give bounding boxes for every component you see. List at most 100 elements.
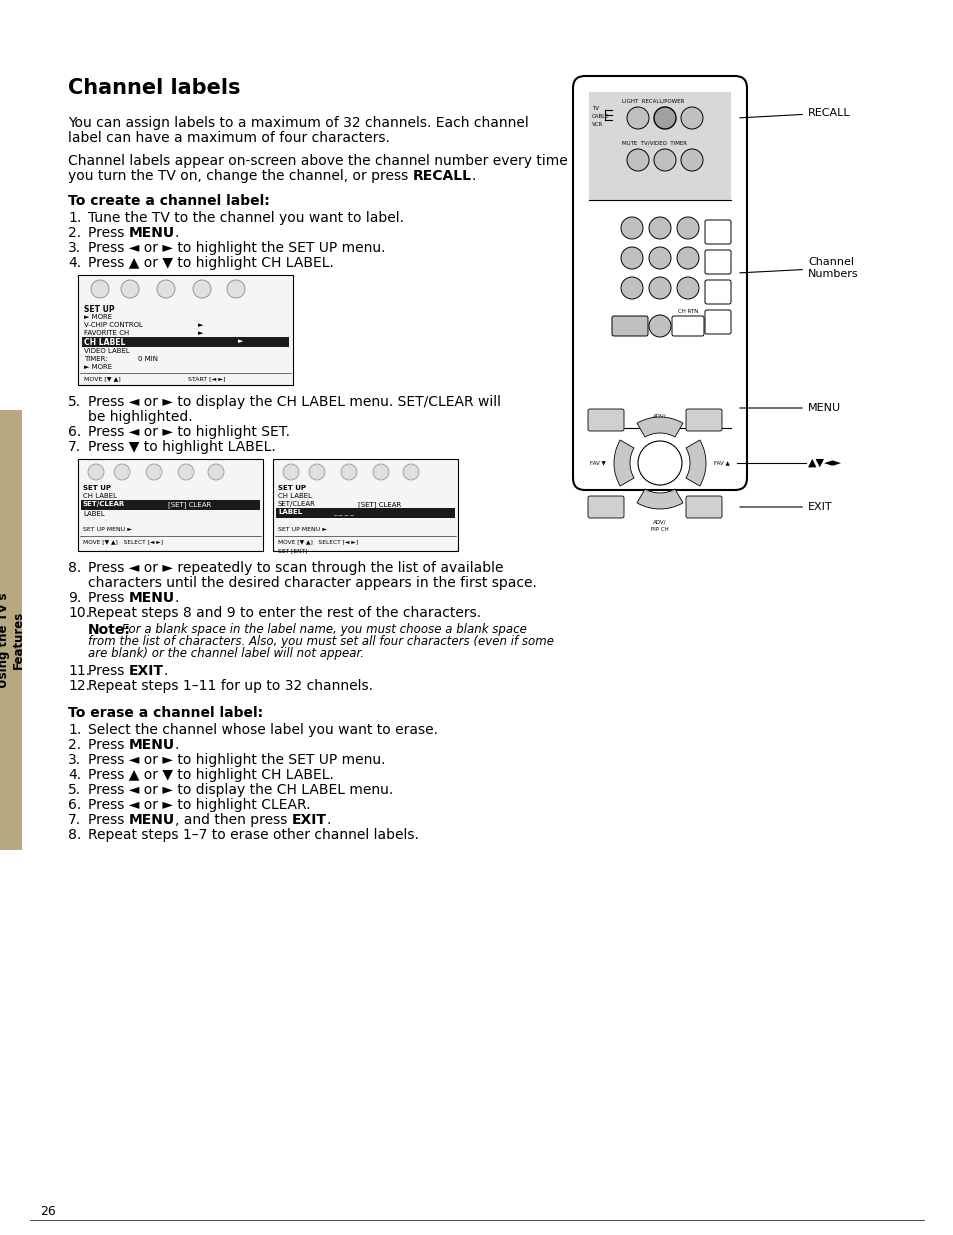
- Text: EXIT: EXIT: [739, 501, 832, 513]
- Text: To erase a channel label:: To erase a channel label:: [68, 706, 263, 720]
- FancyBboxPatch shape: [78, 275, 293, 385]
- Text: .: .: [174, 592, 179, 605]
- Text: 9: 9: [684, 283, 690, 293]
- Text: Press: Press: [88, 739, 129, 752]
- Circle shape: [648, 247, 670, 269]
- Text: 4.: 4.: [68, 768, 81, 782]
- Text: Tune the TV to the channel you want to label.: Tune the TV to the channel you want to l…: [88, 211, 403, 225]
- Circle shape: [113, 464, 130, 480]
- Circle shape: [620, 277, 642, 299]
- Text: For a blank space in the label name, you must choose a blank space: For a blank space in the label name, you…: [118, 622, 526, 636]
- Circle shape: [626, 149, 648, 170]
- Text: SET UP: SET UP: [277, 485, 306, 492]
- FancyBboxPatch shape: [588, 91, 730, 200]
- Text: MUTE  TV/VIDEO  TIMER: MUTE TV/VIDEO TIMER: [621, 140, 686, 144]
- Circle shape: [677, 247, 699, 269]
- Text: MENU: MENU: [129, 739, 174, 752]
- Text: ▲: ▲: [656, 496, 662, 505]
- Text: 7: 7: [628, 283, 635, 293]
- Text: ENT: ENT: [680, 324, 694, 329]
- Text: 1.: 1.: [68, 722, 81, 737]
- Text: Repeat steps 8 and 9 to enter the rest of the characters.: Repeat steps 8 and 9 to enter the rest o…: [88, 606, 480, 620]
- Text: LIGHT  RECALL/POWER: LIGHT RECALL/POWER: [621, 98, 683, 103]
- Text: To create a channel label:: To create a channel label:: [68, 194, 270, 207]
- Text: 4.: 4.: [68, 256, 81, 270]
- Wedge shape: [685, 440, 705, 487]
- Text: LABEL: LABEL: [83, 511, 105, 517]
- Text: SET [ENT]: SET [ENT]: [277, 548, 307, 553]
- Text: CH: CH: [713, 232, 721, 237]
- Text: CABLE: CABLE: [592, 114, 609, 119]
- Text: 0 MIN: 0 MIN: [138, 356, 158, 362]
- Text: ► MORE: ► MORE: [84, 314, 112, 320]
- Circle shape: [654, 149, 676, 170]
- FancyBboxPatch shape: [704, 310, 730, 333]
- Circle shape: [178, 464, 193, 480]
- Text: you turn the TV on, change the channel, or press: you turn the TV on, change the channel, …: [68, 169, 413, 183]
- Text: RESET: RESET: [597, 505, 614, 510]
- Circle shape: [340, 464, 356, 480]
- FancyBboxPatch shape: [685, 496, 721, 517]
- Text: PIP CH: PIP CH: [651, 420, 668, 426]
- Text: ►: ►: [198, 322, 203, 329]
- Text: 26: 26: [40, 1205, 55, 1218]
- Text: SET/CLEAR: SET/CLEAR: [277, 501, 315, 508]
- Text: MENU: MENU: [129, 226, 174, 240]
- Circle shape: [91, 280, 109, 298]
- FancyBboxPatch shape: [82, 337, 289, 347]
- Circle shape: [626, 107, 648, 128]
- Text: ▼: ▼: [656, 420, 662, 430]
- Text: 4: 4: [628, 253, 635, 263]
- Text: FAV ▲: FAV ▲: [714, 461, 729, 466]
- Text: MOVE [▼ ▲]   SELECT [◄ ►]: MOVE [▼ ▲] SELECT [◄ ►]: [277, 538, 357, 543]
- Text: .: .: [326, 813, 331, 827]
- Text: EXIT: EXIT: [292, 813, 326, 827]
- Text: 7.: 7.: [68, 440, 81, 454]
- Text: .: .: [164, 664, 168, 678]
- Text: PIP CH: PIP CH: [651, 527, 668, 532]
- Text: 2: 2: [657, 224, 662, 233]
- FancyBboxPatch shape: [275, 508, 455, 517]
- Text: VIDEO LABEL: VIDEO LABEL: [84, 348, 130, 354]
- Circle shape: [654, 107, 676, 128]
- Text: 3.: 3.: [68, 753, 81, 767]
- Circle shape: [677, 217, 699, 240]
- Text: 12.: 12.: [68, 679, 90, 693]
- Text: ▼: ▼: [714, 317, 721, 327]
- Text: CH LABEL: CH LABEL: [277, 493, 312, 499]
- Circle shape: [638, 441, 681, 485]
- Text: ►: ►: [694, 458, 700, 468]
- FancyBboxPatch shape: [273, 459, 457, 551]
- Text: 6.: 6.: [68, 798, 81, 811]
- Circle shape: [648, 217, 670, 240]
- Wedge shape: [614, 440, 634, 487]
- Text: Channel labels: Channel labels: [68, 78, 240, 98]
- Text: V-CHIP CONTROL: V-CHIP CONTROL: [84, 322, 143, 329]
- Text: Channel labels appear on-screen above the channel number every time: Channel labels appear on-screen above th…: [68, 154, 567, 168]
- Text: Press ◄ or ► to display the CH LABEL menu.: Press ◄ or ► to display the CH LABEL men…: [88, 783, 393, 797]
- Text: are blank) or the channel label will not appear.: are blank) or the channel label will not…: [88, 647, 364, 659]
- Text: Press ◄ or ► to highlight CLEAR.: Press ◄ or ► to highlight CLEAR.: [88, 798, 310, 811]
- Text: Press ◄ or ► to highlight the SET UP menu.: Press ◄ or ► to highlight the SET UP men…: [88, 241, 385, 254]
- Text: EXIT: EXIT: [129, 664, 164, 678]
- Circle shape: [146, 464, 162, 480]
- Text: [SET] CLEAR: [SET] CLEAR: [168, 501, 211, 508]
- Wedge shape: [637, 417, 682, 437]
- Circle shape: [648, 277, 670, 299]
- Text: MOVE [▼ ▲]: MOVE [▼ ▲]: [84, 375, 121, 382]
- Text: 8: 8: [657, 283, 662, 293]
- FancyBboxPatch shape: [704, 249, 730, 274]
- Text: 5.: 5.: [68, 395, 81, 409]
- Text: Repeat steps 1–7 to erase other channel labels.: Repeat steps 1–7 to erase other channel …: [88, 827, 418, 842]
- Text: ► MORE: ► MORE: [84, 364, 112, 370]
- FancyBboxPatch shape: [78, 459, 263, 551]
- Text: Press: Press: [88, 664, 129, 678]
- Text: from the list of characters. Also, you must set all four characters (even if som: from the list of characters. Also, you m…: [88, 635, 554, 648]
- Text: EXIT: EXIT: [698, 505, 709, 510]
- FancyBboxPatch shape: [685, 409, 721, 431]
- Text: SET UP MENU ►: SET UP MENU ►: [277, 527, 327, 532]
- Text: [SET] CLEAR: [SET] CLEAR: [357, 501, 401, 508]
- Text: characters until the desired character appears in the first space.: characters until the desired character a…: [88, 576, 537, 590]
- Circle shape: [88, 464, 104, 480]
- Text: _ _ _ _: _ _ _ _: [333, 509, 354, 515]
